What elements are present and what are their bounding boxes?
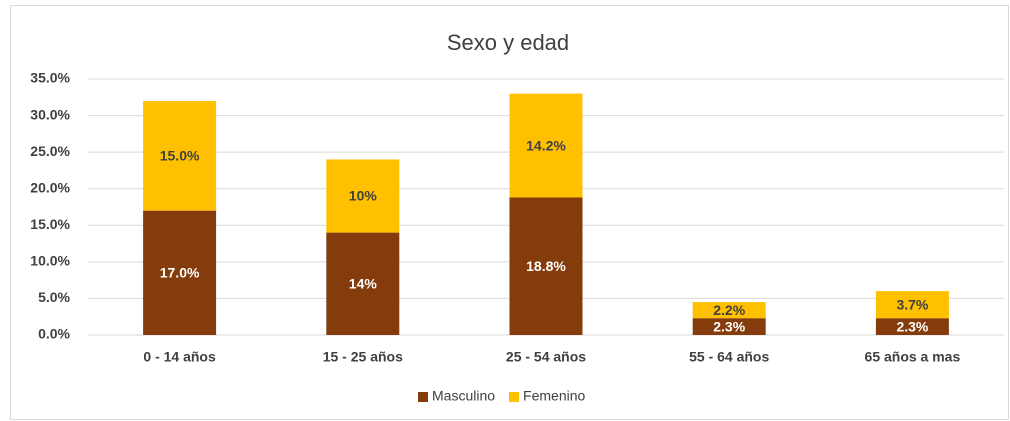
y-tick-label: 35.0%: [30, 70, 70, 86]
data-label: 2.3%: [896, 318, 928, 334]
legend-swatch: [418, 392, 428, 402]
bar-segment: [692, 318, 766, 335]
bar-segment: [143, 100, 217, 211]
bar-segment: [509, 93, 583, 198]
data-label: 14%: [349, 276, 378, 292]
data-label: 17.0%: [160, 265, 200, 281]
x-tick-label: 55 - 64 años: [689, 349, 769, 365]
bar-segment: [326, 232, 400, 335]
data-label: 14.2%: [526, 137, 566, 153]
chart-title: Sexo y edad: [447, 30, 569, 55]
data-label: 18.8%: [526, 258, 566, 274]
x-tick-label: 65 años a mas: [865, 349, 961, 365]
bar-segment: [326, 159, 400, 233]
y-tick-label: 20.0%: [30, 179, 70, 195]
legend-label: Masculino: [432, 388, 495, 404]
bar-segment: [692, 302, 766, 319]
x-tick-label: 15 - 25 años: [323, 349, 403, 365]
y-tick-label: 30.0%: [30, 106, 70, 122]
y-tick-label: 0.0%: [38, 326, 70, 342]
legend-swatch: [509, 392, 520, 402]
data-label: 15.0%: [160, 148, 200, 164]
y-tick-label: 5.0%: [38, 289, 70, 305]
bar-segment: [143, 210, 217, 335]
x-tick-label: 25 - 54 años: [506, 349, 586, 365]
data-label: 10%: [349, 188, 378, 204]
y-tick-label: 25.0%: [30, 143, 70, 159]
x-tick-label: 0 - 14 años: [143, 349, 216, 365]
bar-segment: [509, 197, 583, 335]
data-label: 3.7%: [896, 296, 928, 312]
bar-segment: [875, 291, 949, 319]
legend-label: Femenino: [523, 388, 585, 404]
bar-segment: [875, 318, 949, 335]
y-tick-label: 10.0%: [30, 253, 70, 269]
data-label: 2.2%: [713, 302, 745, 318]
data-label: 2.3%: [713, 318, 745, 334]
y-tick-label: 15.0%: [30, 216, 70, 232]
